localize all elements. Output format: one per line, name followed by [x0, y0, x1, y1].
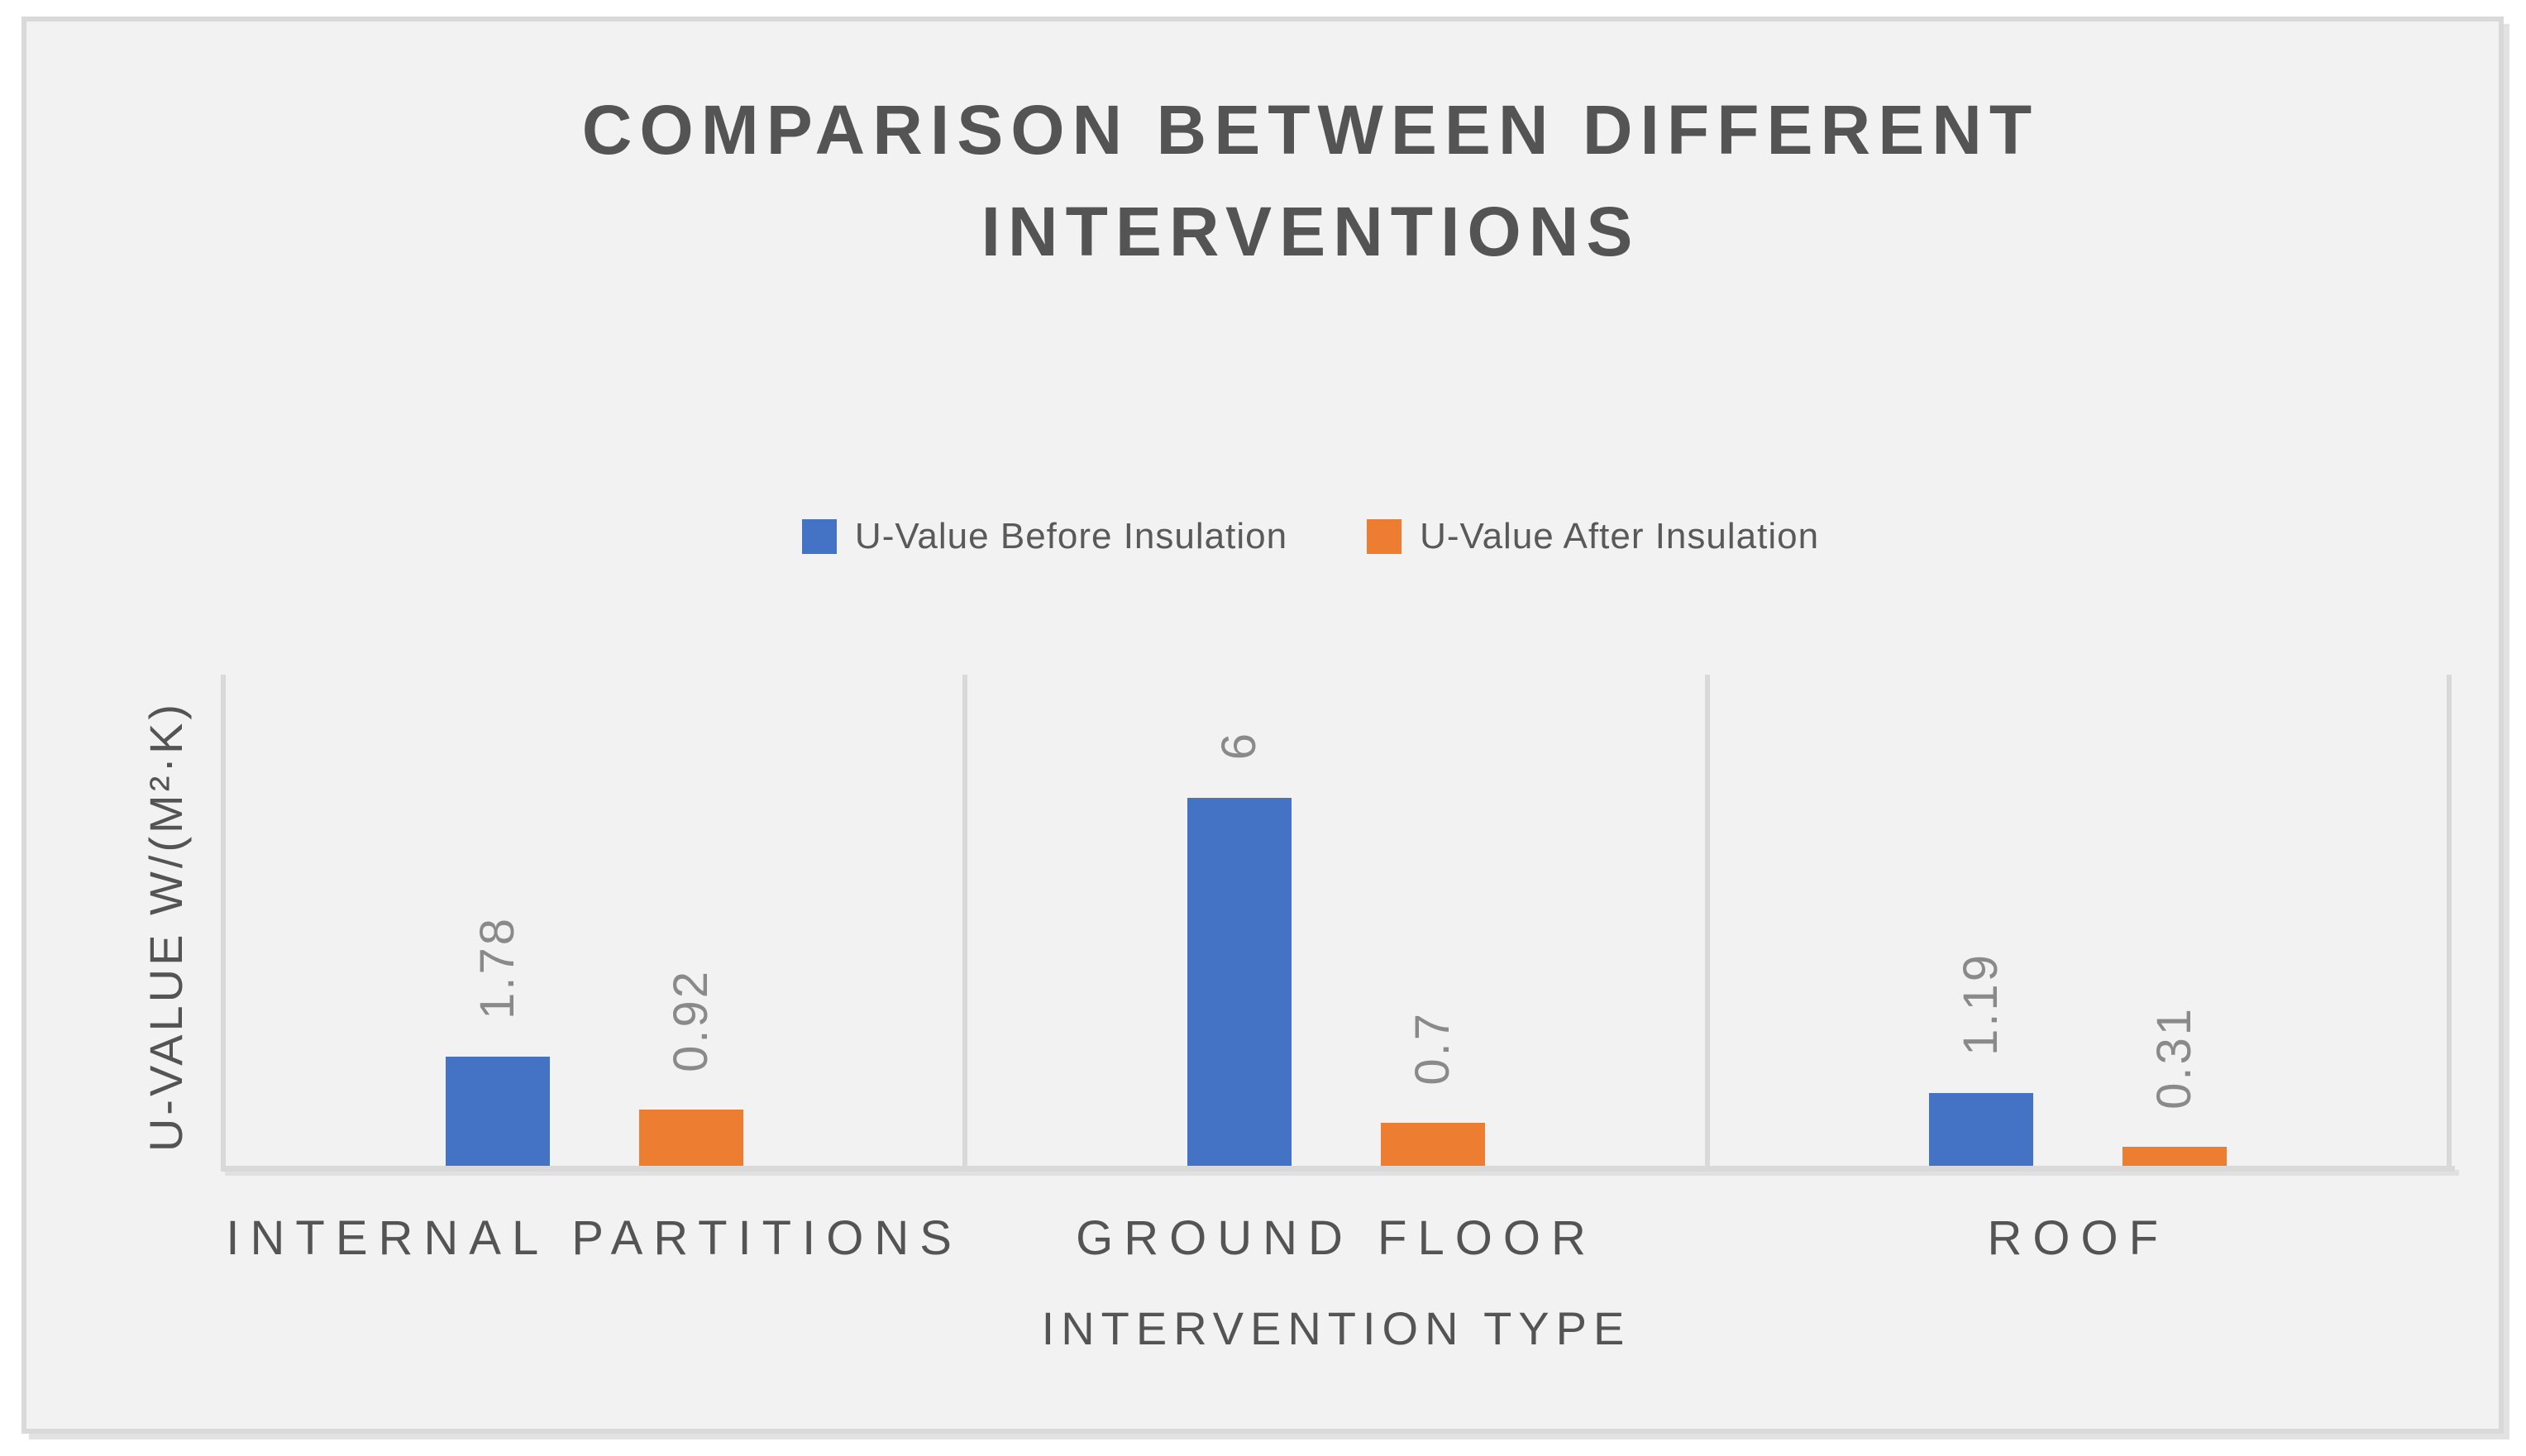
category-labels: INTERNAL PARTITIONS GROUND FLOOR ROOF: [223, 1210, 2449, 1266]
category-label: ROOF: [1987, 1211, 2170, 1265]
x-axis-line: [221, 1166, 2455, 1172]
chart-title-line-1: COMPARISON BETWEEN DIFFERENT: [581, 91, 2040, 169]
y-axis-title-wrap: U-VALUE W/(M²·K): [132, 662, 198, 1191]
chart-title-line-2: INTERVENTIONS: [981, 193, 1640, 270]
bar-data-label: 1.78: [470, 915, 524, 1019]
category-label: GROUND FLOOR: [1076, 1211, 1597, 1265]
bar-data-label: 0.31: [2147, 1006, 2202, 1110]
bar-clusters: 1.78 0.92 6 0.7 1.19 0.31: [223, 675, 2449, 1166]
legend-swatch-before-icon: [801, 519, 837, 554]
vertical-gridline: [1704, 675, 1710, 1166]
category-label: INTERNAL PARTITIONS: [226, 1211, 962, 1265]
legend-swatch-after-icon: [1367, 519, 1402, 554]
vertical-gridline: [962, 675, 968, 1166]
chart-title: COMPARISON BETWEEN DIFFERENT INTERVENTIO…: [122, 79, 2499, 283]
bar-cluster: 1.78 0.92: [223, 675, 965, 1166]
bar-data-label: 1.19: [1954, 952, 2008, 1056]
bar-data-label: 0.92: [663, 968, 718, 1072]
x-axis-title: INTERVENTION TYPE: [1041, 1302, 1631, 1354]
bar-data-label: 0.7: [1405, 1011, 1459, 1086]
bar-cluster: 6 0.7: [965, 675, 1707, 1166]
legend-label-after: U-Value After Insulation: [1420, 516, 1820, 556]
legend-label-before: U-Value Before Insulation: [854, 516, 1288, 556]
legend: U-Value Before Insulation U-Value After …: [122, 516, 2499, 557]
vertical-gridline: [221, 675, 226, 1166]
legend-item-after: U-Value After Insulation: [1367, 516, 1819, 557]
vertical-gridline: [2447, 675, 2452, 1166]
chart-frame: COMPARISON BETWEEN DIFFERENT INTERVENTIO…: [21, 17, 2504, 1434]
bar-before: 6: [1187, 731, 1292, 1166]
bar-after: 0.7: [1380, 1011, 1485, 1166]
bar-after: 0.92: [638, 969, 743, 1166]
legend-item-before: U-Value Before Insulation: [801, 516, 1288, 557]
y-axis-title: U-VALUE W/(M²·K): [139, 701, 192, 1153]
bar-cluster: 1.19 0.31: [1707, 675, 2449, 1166]
bar-data-label: 6: [1211, 731, 1266, 761]
plot-area: 1.78 0.92 6 0.7 1.19 0.31: [221, 675, 2455, 1172]
bar-before: 1.19: [1929, 952, 2034, 1166]
bar-before: 1.78: [445, 916, 550, 1166]
bar-after: 0.31: [2123, 1006, 2228, 1166]
